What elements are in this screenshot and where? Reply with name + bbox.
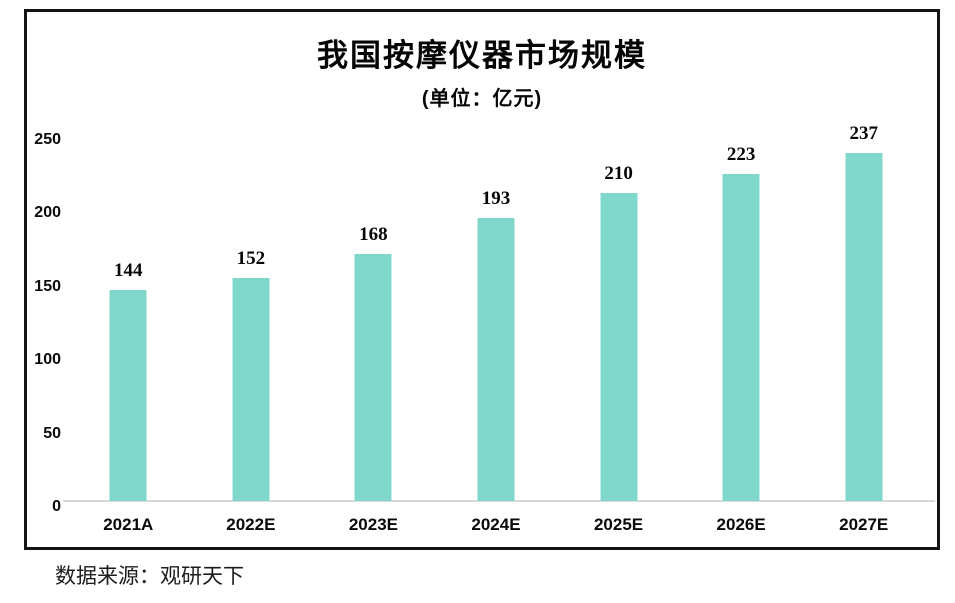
chart-panel: 我国按摩仪器市场规模 (单位：亿元) 0 50 100 150 200 250 144 20…	[24, 9, 940, 550]
chart-title: 我国按摩仪器市场规模	[317, 38, 647, 73]
x-axis-category-label: 2022E	[226, 515, 276, 534]
bar	[845, 153, 883, 501]
bar-value-label: 144	[114, 259, 143, 281]
chart-subtitle: (单位：亿元)	[421, 88, 543, 110]
y-tick-label: 250	[34, 131, 61, 148]
bar	[477, 217, 515, 501]
x-axis-line	[63, 500, 935, 502]
y-axis: 0 50 100 150 200 250	[27, 12, 61, 547]
bar	[722, 173, 760, 501]
x-axis-category-label: 2024E	[471, 515, 521, 534]
bar-group: 210 2025E	[557, 134, 680, 534]
source-note: 数据来源：观研天下	[55, 564, 244, 588]
bar-group: 144 2021A	[67, 134, 190, 534]
y-tick-label: 0	[52, 498, 61, 515]
x-axis-category-label: 2026E	[716, 515, 766, 534]
bar-group: 152 2022E	[190, 134, 313, 534]
bar	[354, 254, 392, 501]
bar-value-label: 168	[359, 224, 388, 246]
bar	[600, 192, 638, 501]
bar-group: 193 2024E	[435, 134, 558, 534]
plot-area: 144 2021A 152 2022E 168 2023E 193 2024E 210 2025E…	[67, 123, 925, 534]
x-axis-category-label: 2025E	[593, 515, 644, 534]
y-tick-label: 100	[34, 351, 61, 369]
bar	[109, 289, 147, 501]
x-axis-category-label: 2027E	[839, 515, 889, 534]
x-axis-category-label: 2023E	[348, 515, 398, 534]
bar-group: 168 2023E	[312, 134, 435, 534]
bar-value-label: 193	[481, 187, 511, 209]
bar-value-label: 210	[604, 162, 633, 184]
bar-value-label: 237	[849, 123, 878, 145]
y-tick-label: 50	[43, 424, 61, 442]
bar-group: 237 2027E	[802, 123, 925, 534]
bar	[232, 277, 270, 501]
bar-value-label: 152	[236, 247, 266, 269]
bar-group: 223 2026E	[680, 134, 803, 534]
x-axis-category-label: 2021A	[103, 515, 154, 534]
bar-value-label: 223	[726, 143, 756, 165]
y-tick-label: 150	[34, 277, 61, 295]
y-tick-label: 200	[34, 204, 61, 222]
